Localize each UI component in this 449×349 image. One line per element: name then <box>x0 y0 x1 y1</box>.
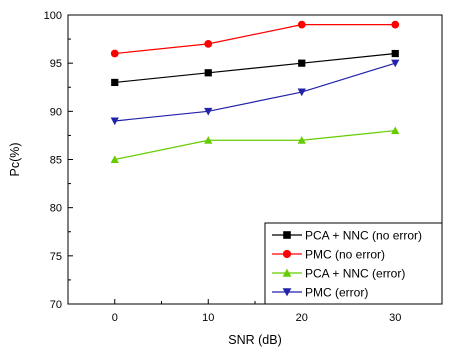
data-point <box>297 20 306 29</box>
x-tick-label: 10 <box>202 312 214 324</box>
x-axis-title: SNR (dB) <box>228 333 281 347</box>
y-tick-label: 100 <box>44 10 62 22</box>
y-tick-label: 90 <box>50 106 62 118</box>
legend-label: PMC (no error) <box>305 248 385 262</box>
legend-label: PCA + NNC (no error) <box>305 229 422 243</box>
data-point <box>110 49 119 58</box>
y-tick-label: 80 <box>50 203 62 215</box>
series-2 <box>110 126 400 164</box>
series-line <box>114 24 396 55</box>
data-point <box>204 69 212 77</box>
x-axis: 0 10 20 30 <box>67 299 443 324</box>
data-point <box>204 107 213 116</box>
legend-item: PMC (no error) <box>272 248 385 262</box>
y-axis-title: Pc(%) <box>8 142 22 176</box>
y-tick-label: 75 <box>50 251 62 263</box>
series-3 <box>110 59 400 126</box>
data-point <box>110 117 119 126</box>
data-point <box>391 49 399 58</box>
y-tick-label: 85 <box>50 155 62 167</box>
series-1 <box>110 20 400 58</box>
y-tick-label: 95 <box>50 58 62 70</box>
data-point <box>297 88 306 97</box>
legend-marker <box>282 249 292 259</box>
legend-marker <box>282 288 292 297</box>
legend: PCA + NNC (no error) PMC (no error) PCA + … <box>264 222 443 305</box>
x-tick-label: 20 <box>296 312 308 324</box>
data-point <box>110 155 119 164</box>
data-point <box>297 136 306 144</box>
legend-box <box>264 222 443 305</box>
legend-marker <box>283 231 291 239</box>
data-point <box>391 20 400 29</box>
data-point <box>111 78 119 87</box>
series-line <box>114 130 396 161</box>
legend-item: PMC (error) <box>272 286 368 300</box>
legend-item: PCA + NNC (no error) <box>272 229 422 243</box>
y-axis: 70 75 80 85 90 95 100 <box>44 10 73 311</box>
data-point <box>391 126 400 135</box>
legend-label: PCA + NNC (error) <box>305 267 405 281</box>
series-line <box>114 52 396 84</box>
x-tick-label: 0 <box>112 312 118 324</box>
x-tick-label: 30 <box>389 312 401 324</box>
data-point <box>204 136 213 144</box>
series-0 <box>111 49 399 87</box>
data-point <box>391 59 400 68</box>
legend-label: PMC (error) <box>305 286 368 300</box>
y-tick-label: 70 <box>50 299 62 311</box>
data-point <box>298 59 306 67</box>
legend-marker <box>282 268 292 277</box>
legend-item: PCA + NNC (error) <box>272 267 405 281</box>
data-point <box>204 40 213 48</box>
series-line <box>114 62 396 122</box>
series-layer <box>110 20 400 164</box>
